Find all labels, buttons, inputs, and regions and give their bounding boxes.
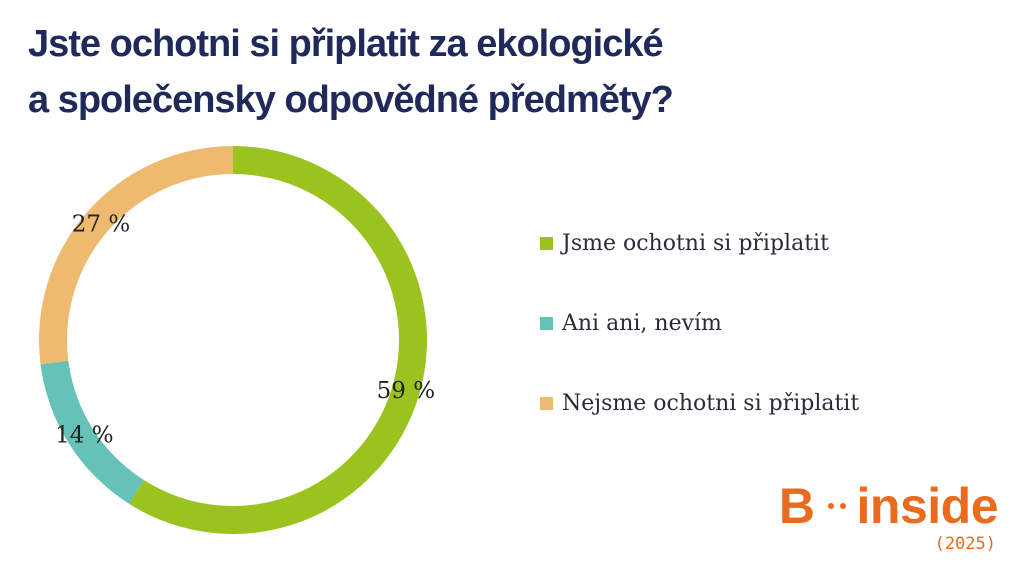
legend-swatch-jsme-ochotni-si-priplatit [540,236,553,250]
chart-title: Jste ochotni si připlatit za ekologické … [28,16,928,128]
brand-logo-inside: inside [856,478,999,534]
slice-label-jsme-ochotni-si-priplatit: 59 % [377,378,435,404]
legend-swatch-nejsme-ochotni-si-priplatit [540,396,553,410]
legend-label-jsme-ochotni-si-priplatit: Jsme ochotni si připlatit [562,230,829,256]
legend-label-nejsme-ochotni-si-priplatit: Nejsme ochotni si připlatit [562,390,860,416]
brand-year: (2025) [934,534,996,554]
donut-slice-jsme-ochotni-si-priplatit [129,146,428,534]
donut-slice-nejsme-ochotni-si-priplatit [38,146,233,365]
slice-label-nejsme-ochotni-si-priplatit: 27 % [72,212,130,238]
legend-item-nejsme-ochotni-si-priplatit: Nejsme ochotni si připlatit [540,384,859,422]
chart-legend: Jsme ochotni si připlatit Ani ani, nevím N… [540,224,859,464]
brand-logo-b: B [778,478,815,534]
legend-label-ani-ani-nevim: Ani ani, nevím [562,310,722,336]
legend-item-jsme-ochotni-si-priplatit: Jsme ochotni si připlatit [540,224,859,262]
title-line-2: a společensky odpovědné předměty? [28,79,674,121]
donut-slice-ani-ani-nevim [40,360,145,504]
brand-logo: B inside (2025) [778,478,999,554]
donut-slices [38,146,428,534]
slice-label-ani-ani-nevim: 14 % [55,422,113,448]
legend-swatch-ani-ani-nevim [540,316,553,330]
legend-item-ani-ani-nevim: Ani ani, nevím [540,304,859,342]
donut-slice-labels: 59 % 14 % 27 % [55,212,435,449]
brand-dots-icon [825,503,849,509]
donut-chart: 59 % 14 % 27 % [38,146,435,534]
title-line-1: Jste ochotni si připlatit za ekologické [28,23,664,65]
